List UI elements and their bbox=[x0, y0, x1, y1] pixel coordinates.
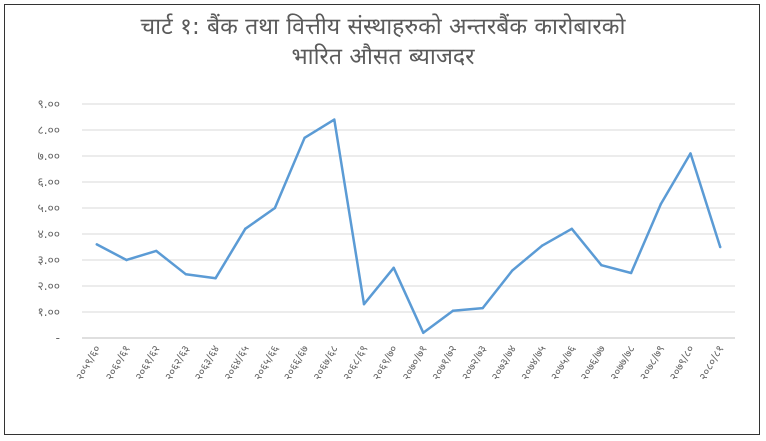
x-tick-label: २०६६/६७ bbox=[281, 343, 311, 383]
x-tick-label: २०६०/६१ bbox=[103, 343, 133, 382]
x-tick-label: २०६२/६३ bbox=[162, 343, 192, 382]
data-point bbox=[125, 258, 128, 262]
series-line bbox=[95, 118, 722, 335]
data-point bbox=[600, 264, 603, 267]
x-tick-label: २०७१/७२ bbox=[429, 343, 459, 382]
x-tick-label: २०६८/६९ bbox=[340, 343, 370, 382]
data-point bbox=[362, 303, 366, 306]
chart-title-line-1: चार्ट १: बैंक तथा वित्तीय संस्थाहरुको अन… bbox=[140, 14, 626, 40]
data-point bbox=[540, 244, 544, 247]
data-point bbox=[659, 202, 662, 206]
data-point bbox=[273, 206, 277, 210]
data-point bbox=[333, 118, 336, 121]
y-tick-label: २.०० bbox=[37, 279, 60, 293]
x-tick-label: २०६५/६६ bbox=[251, 343, 281, 383]
x-tick-label: २०७०/७१ bbox=[400, 343, 430, 382]
data-point bbox=[244, 227, 247, 230]
data-point bbox=[718, 245, 722, 249]
y-tick-label: ८.०० bbox=[37, 123, 60, 137]
chart-frame bbox=[4, 4, 760, 435]
data-point bbox=[303, 136, 306, 139]
data-point bbox=[481, 306, 484, 310]
chart-title-line-2: भारित औसत ब्याजदर bbox=[291, 44, 475, 70]
x-tick-label: २०७६/७७ bbox=[578, 343, 608, 383]
x-tick-label: २०७३/७४ bbox=[489, 343, 519, 383]
x-tick-label: २०७२/७३ bbox=[459, 343, 489, 382]
data-point bbox=[451, 309, 455, 312]
x-tick-label: २०६१/६२ bbox=[133, 343, 163, 382]
data-point bbox=[689, 152, 692, 155]
data-point bbox=[155, 249, 158, 253]
data-point bbox=[570, 227, 573, 230]
y-tick-label: ४.०० bbox=[37, 227, 60, 241]
data-point bbox=[184, 273, 188, 276]
data-point bbox=[392, 266, 395, 269]
y-tick-label: ९.०० bbox=[37, 97, 60, 111]
data-point bbox=[629, 271, 633, 275]
y-tick-label: ३.०० bbox=[37, 253, 60, 267]
x-tick-label: २०५९/६० bbox=[73, 343, 103, 383]
y-tick-label: ६.०० bbox=[37, 175, 60, 189]
x-tick-label: २०६४/६५ bbox=[222, 343, 252, 383]
data-point bbox=[511, 269, 514, 272]
x-tick-label: २०८०/८१ bbox=[696, 343, 726, 382]
x-tick-label: २०६३/६४ bbox=[192, 343, 222, 383]
data-point bbox=[214, 277, 217, 280]
x-tick-label: २०७७/७८ bbox=[607, 343, 637, 383]
y-tick-label: - bbox=[56, 331, 60, 345]
x-tick-label: २०६९/७० bbox=[370, 343, 400, 383]
y-tick-label: ५.०० bbox=[37, 201, 60, 215]
y-tick-label: ७.०० bbox=[37, 149, 60, 163]
chart-title: चार्ट १: बैंक तथा वित्तीय संस्थाहरुको अन… bbox=[0, 12, 766, 72]
data-point bbox=[95, 243, 99, 246]
x-tick-label: २०७४/७५ bbox=[518, 343, 548, 383]
x-tick-label: २०६७/६८ bbox=[311, 343, 341, 383]
x-tick-label: २०७८/७९ bbox=[637, 343, 667, 382]
data-point bbox=[422, 331, 425, 334]
x-tick-label: २०७९/८० bbox=[667, 343, 697, 383]
y-tick-label: १.०० bbox=[37, 305, 60, 319]
x-tick-label: २०७५/७६ bbox=[548, 343, 578, 383]
